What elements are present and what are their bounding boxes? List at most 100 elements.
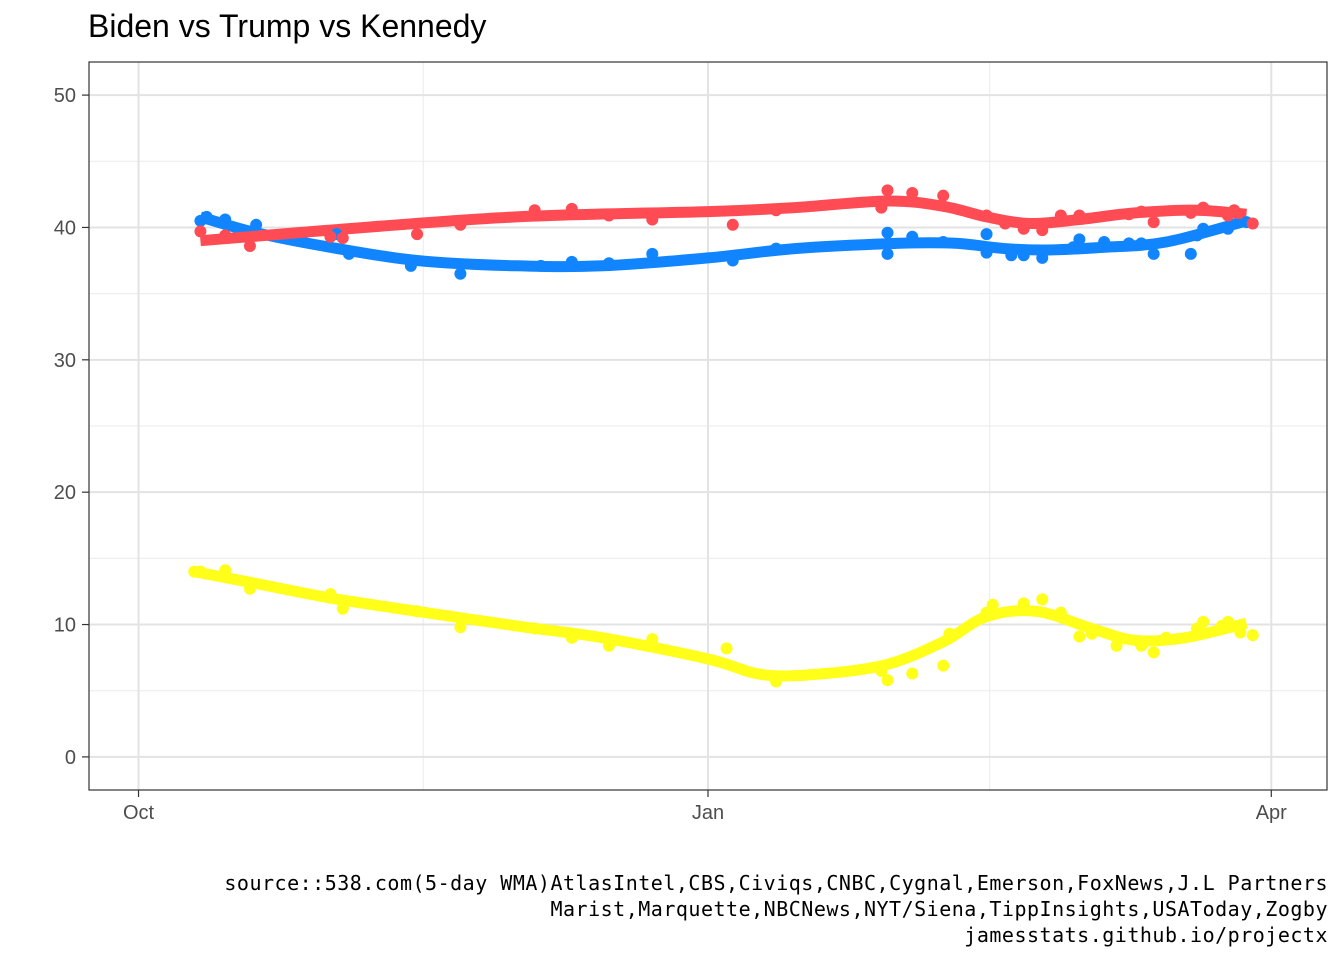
point-0 (602, 257, 615, 270)
point-1 (646, 213, 659, 226)
point-0 (1017, 249, 1030, 262)
point-2 (906, 667, 919, 680)
point-0 (219, 213, 232, 226)
point-2 (1197, 615, 1210, 628)
point-0 (770, 242, 783, 255)
point-1 (1246, 217, 1259, 230)
point-0 (534, 259, 547, 272)
point-0 (1036, 251, 1049, 264)
point-2 (881, 674, 894, 687)
point-0 (200, 210, 213, 223)
point-2 (336, 602, 349, 615)
point-2 (646, 633, 659, 646)
grid (89, 62, 1327, 790)
point-2 (1054, 606, 1067, 619)
source-caption: source::538.com(5-day WMA)AtlasIntel,CBS… (224, 870, 1328, 948)
point-0 (454, 267, 467, 280)
caption-line-2: Marist,Marquette,NBCNews,NYT/Siena,TippI… (550, 897, 1328, 921)
point-1 (980, 209, 993, 222)
point-0 (1122, 237, 1135, 250)
point-0 (342, 247, 355, 260)
caption-line-1: source::538.com(5-day WMA)AtlasIntel,CBS… (224, 871, 1328, 895)
y-tick-label: 50 (54, 85, 76, 107)
point-2 (875, 664, 888, 677)
point-0 (1073, 233, 1086, 246)
point-1 (1147, 216, 1160, 229)
y-tick-label: 10 (54, 615, 76, 637)
point-1 (1135, 205, 1148, 218)
point-2 (1110, 639, 1123, 652)
point-2 (1135, 639, 1148, 652)
point-1 (770, 204, 783, 217)
point-2 (565, 631, 578, 644)
point-1 (1073, 209, 1086, 222)
point-2 (219, 564, 232, 577)
point-1 (565, 202, 578, 215)
point-0 (980, 228, 993, 241)
point-1 (194, 225, 207, 238)
point-2 (243, 582, 256, 595)
point-0 (1005, 249, 1018, 262)
data-points (188, 184, 1259, 688)
point-2 (528, 622, 541, 635)
point-1 (726, 218, 739, 231)
trend-line-1 (199, 195, 1247, 247)
point-2 (1073, 630, 1086, 643)
point-2 (602, 639, 615, 652)
point-1 (906, 187, 919, 200)
point-0 (250, 218, 263, 231)
point-0 (646, 247, 659, 260)
point-1 (1184, 206, 1197, 219)
point-0 (1098, 236, 1111, 249)
point-1 (454, 218, 467, 231)
x-tick-label: Oct (123, 802, 155, 824)
point-1 (324, 230, 337, 243)
point-1 (937, 189, 950, 202)
y-tick-label: 0 (65, 747, 76, 769)
point-0 (1135, 237, 1148, 250)
point-2 (1221, 615, 1234, 628)
point-0 (937, 236, 950, 249)
point-2 (1085, 627, 1098, 640)
point-2 (194, 565, 207, 578)
point-1 (1017, 222, 1030, 235)
point-0 (881, 247, 894, 260)
point-1 (336, 232, 349, 245)
point-2 (1246, 629, 1259, 642)
caption-line-3: jamesstats.github.io/projectx (964, 923, 1328, 947)
point-1 (528, 204, 541, 217)
y-tick-label: 40 (54, 217, 76, 239)
point-0 (881, 226, 894, 239)
point-0 (404, 259, 417, 272)
point-2 (1160, 631, 1173, 644)
point-1 (243, 239, 256, 252)
x-tick-label: Apr (1256, 802, 1287, 824)
point-2 (454, 621, 467, 634)
x-tick-label: Jan (692, 802, 724, 824)
point-1 (881, 184, 894, 197)
point-1 (1036, 224, 1049, 237)
chart-title: Biden vs Trump vs Kennedy (88, 8, 487, 44)
point-1 (219, 229, 232, 242)
point-0 (1184, 247, 1197, 260)
point-2 (770, 675, 783, 688)
y-tick-label: 30 (54, 350, 76, 372)
point-0 (565, 255, 578, 268)
point-1 (411, 228, 424, 241)
point-2 (720, 642, 733, 655)
point-1 (1054, 209, 1067, 222)
point-1 (1228, 204, 1241, 217)
point-0 (1197, 222, 1210, 235)
point-1 (1122, 208, 1135, 221)
point-2 (1036, 593, 1049, 606)
point-2 (1147, 646, 1160, 659)
point-2 (324, 588, 337, 601)
point-2 (1234, 626, 1247, 639)
point-2 (986, 598, 999, 611)
point-0 (1147, 247, 1160, 260)
point-1 (875, 201, 888, 214)
point-2 (411, 605, 424, 618)
point-2 (937, 659, 950, 672)
point-0 (980, 246, 993, 259)
